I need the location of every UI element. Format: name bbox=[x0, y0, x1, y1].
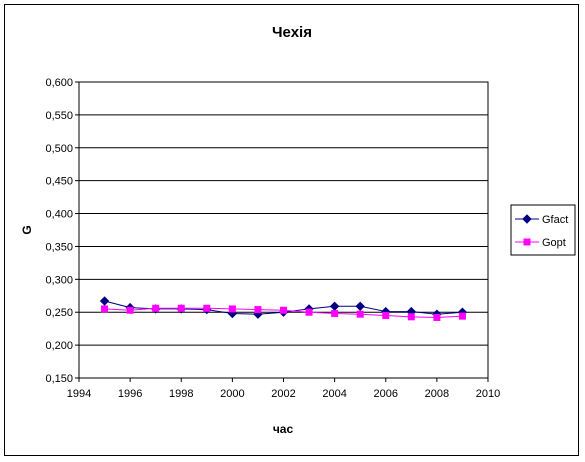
y-tick-label: 0,600 bbox=[45, 77, 73, 89]
data-point-gopt bbox=[254, 306, 262, 314]
data-point-gopt bbox=[305, 308, 313, 316]
data-point-gopt bbox=[177, 304, 185, 312]
legend-marker-gopt bbox=[523, 238, 531, 246]
x-tick-label: 1996 bbox=[118, 388, 142, 400]
y-tick-label: 0,150 bbox=[45, 373, 73, 385]
data-point-gfact bbox=[99, 296, 110, 306]
x-tick-label: 2010 bbox=[476, 388, 500, 400]
y-tick-label: 0,250 bbox=[45, 307, 73, 319]
y-tick-label: 0,300 bbox=[45, 274, 73, 286]
x-tick-label: 2004 bbox=[322, 388, 346, 400]
data-point-gopt bbox=[280, 306, 287, 314]
x-tick-label: 2006 bbox=[374, 388, 398, 400]
y-tick-label: 0,350 bbox=[45, 241, 73, 253]
legend: Gfact Gopt bbox=[515, 214, 568, 249]
y-axis-label: G bbox=[20, 225, 34, 234]
y-tick-label: 0,200 bbox=[45, 340, 73, 352]
chart-title: Чехія bbox=[272, 24, 312, 41]
legend-marker-gfact bbox=[522, 214, 532, 224]
data-point-gopt bbox=[382, 312, 390, 320]
legend-label-gopt: Gopt bbox=[542, 237, 566, 249]
data-point-gopt bbox=[433, 313, 441, 321]
data-point-gopt bbox=[407, 313, 415, 321]
data-point-gopt bbox=[228, 305, 236, 313]
x-tick-label: 2000 bbox=[220, 388, 244, 400]
data-point-gopt bbox=[152, 304, 160, 312]
plot-background bbox=[79, 82, 488, 378]
y-tick-label: 0,450 bbox=[45, 176, 73, 188]
x-tick-label: 2008 bbox=[425, 388, 449, 400]
data-point-gopt bbox=[458, 312, 466, 320]
y-tick-label: 0,500 bbox=[45, 143, 73, 155]
data-point-gopt bbox=[101, 305, 109, 313]
data-point-gopt bbox=[356, 310, 364, 318]
plot-area: 0,150 0,200 0,250 0,300 0,350 0,400 0,450 0,500… bbox=[45, 77, 500, 400]
data-point-gopt bbox=[126, 306, 134, 314]
x-tick-label: 1994 bbox=[67, 388, 91, 400]
data-point-gfact bbox=[355, 301, 365, 312]
data-point-gopt bbox=[331, 310, 339, 318]
legend-box bbox=[510, 204, 576, 256]
data-point-gopt bbox=[203, 304, 211, 312]
y-tick-label: 0,550 bbox=[45, 110, 73, 122]
y-tick-label: 0,400 bbox=[45, 209, 73, 221]
x-tick-label: 1998 bbox=[169, 388, 193, 400]
legend-label-gfact: Gfact bbox=[542, 214, 568, 226]
x-axis-label: час bbox=[273, 422, 294, 436]
x-tick-label: 2002 bbox=[271, 388, 295, 400]
